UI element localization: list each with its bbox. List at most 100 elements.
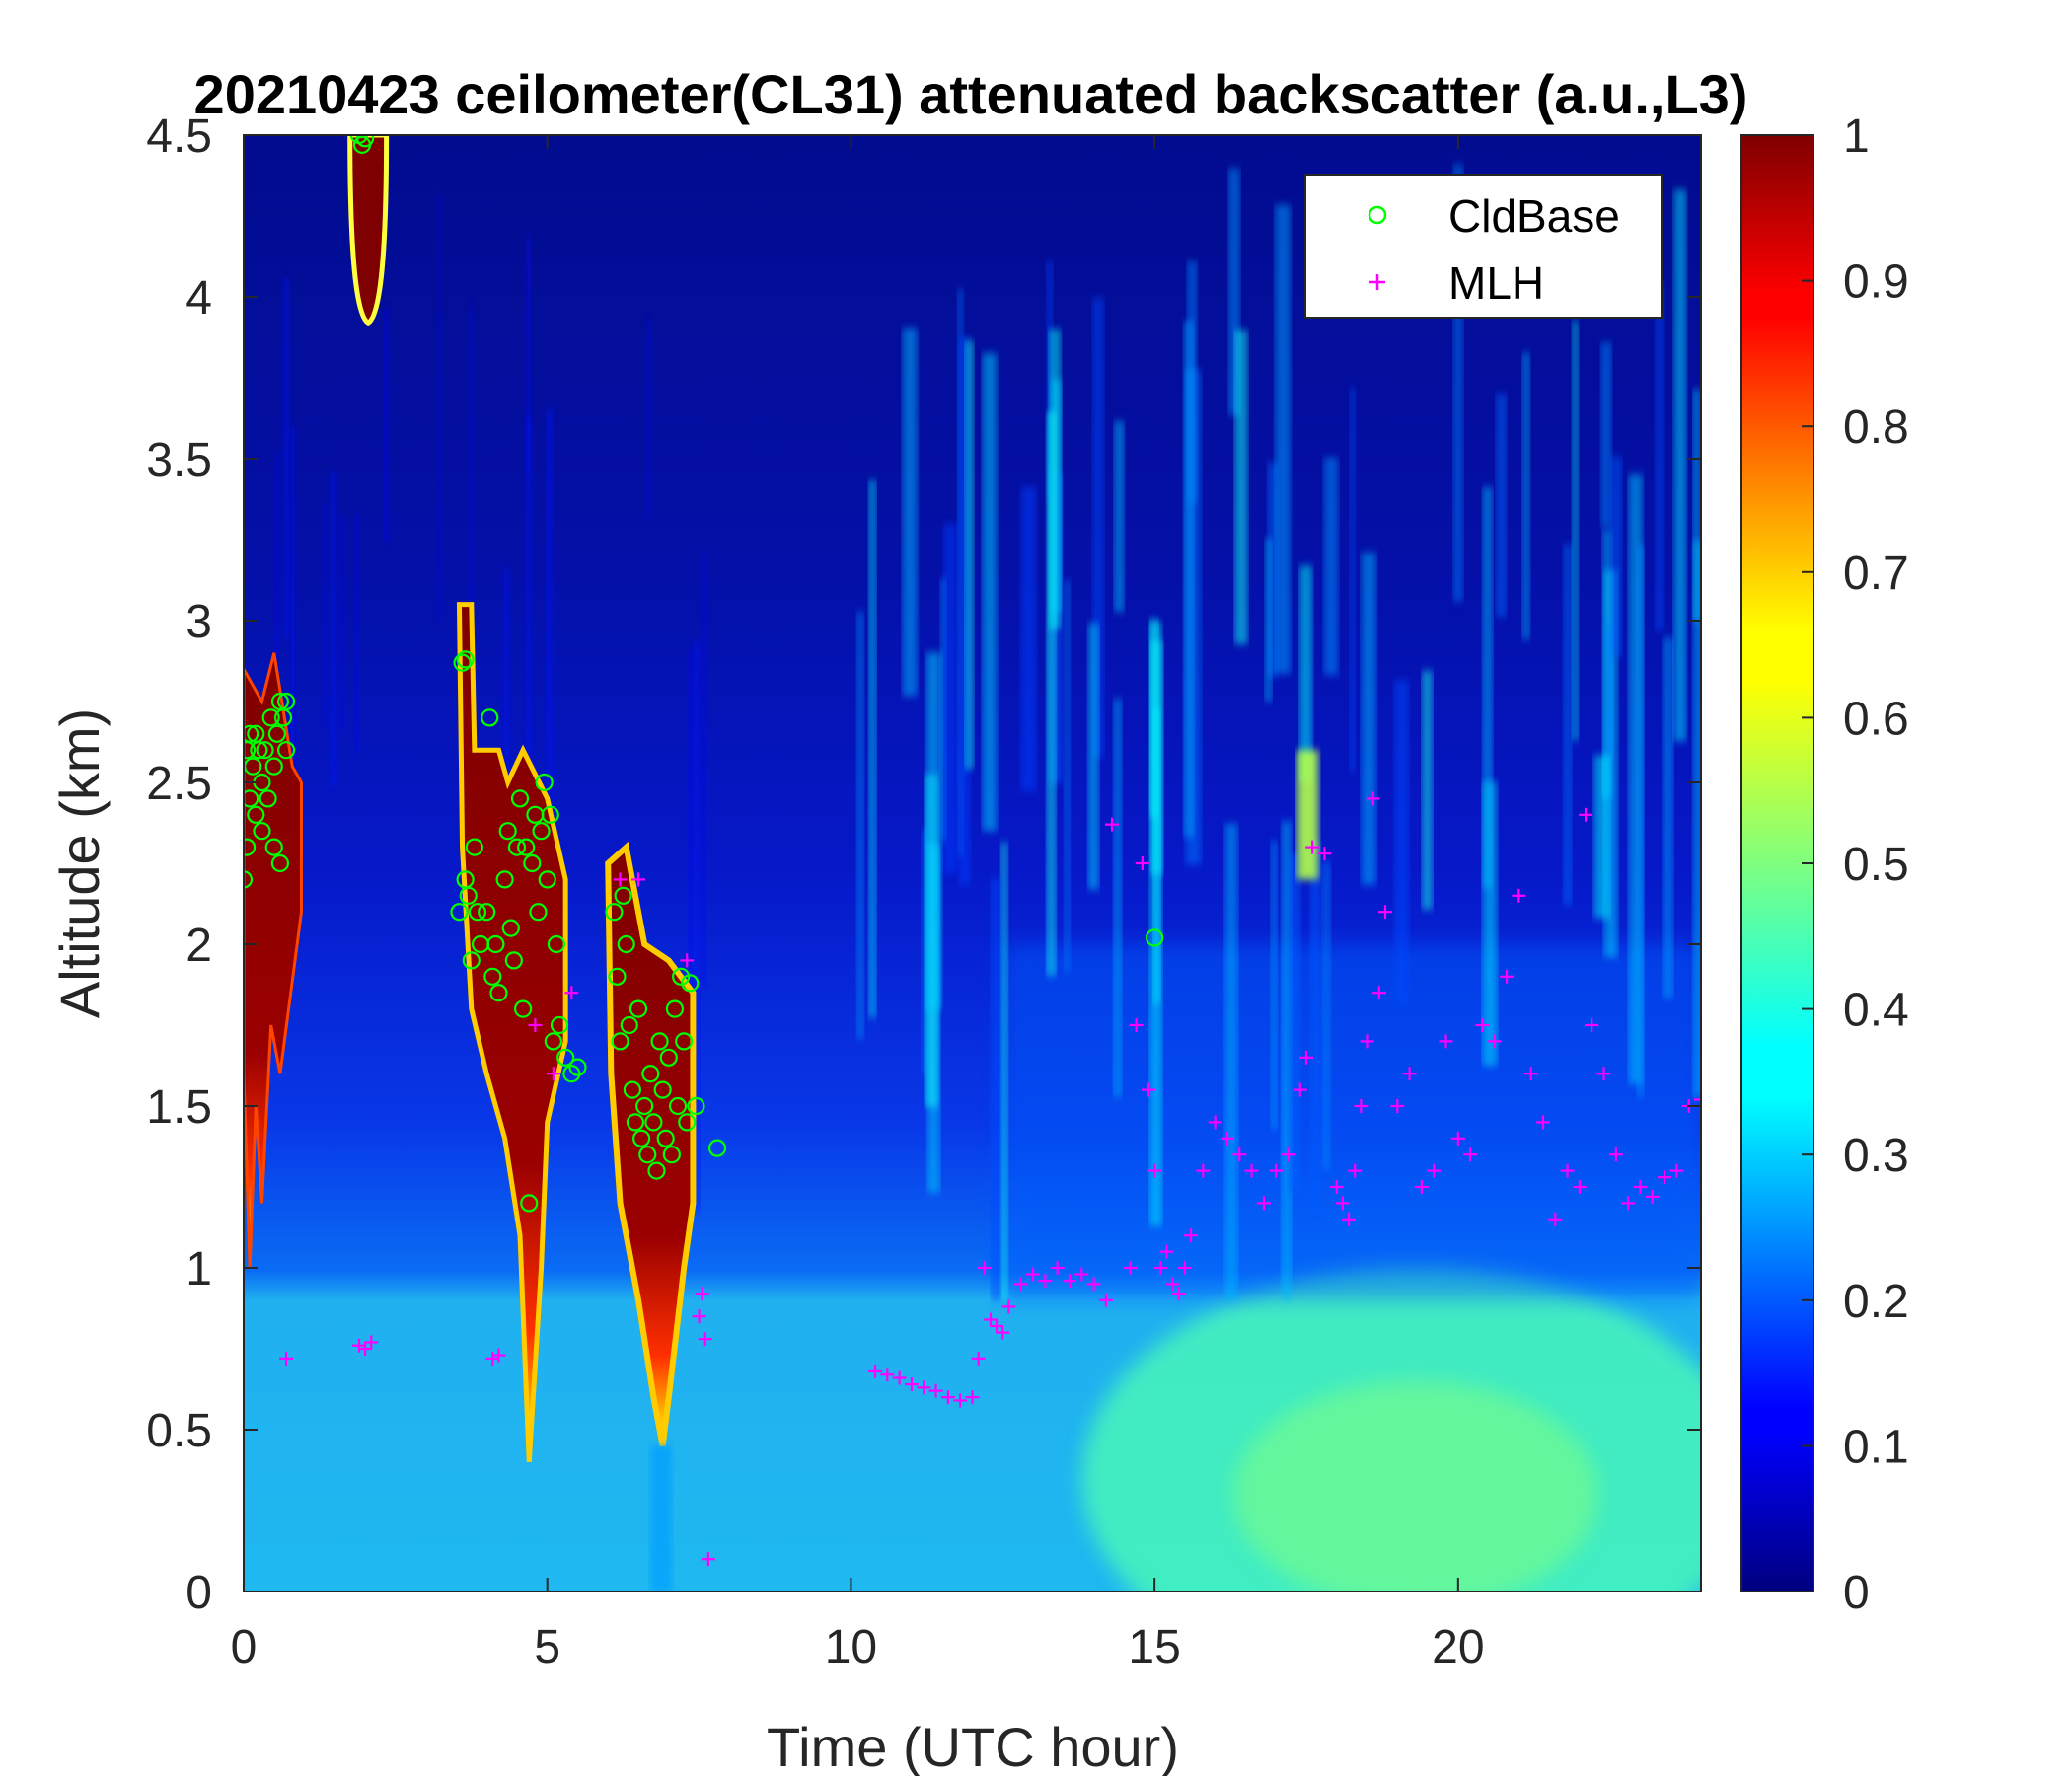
- cldbase-point: [498, 822, 517, 841]
- feature-aerosol-streak: [1349, 387, 1356, 773]
- mlh-point: [1184, 1228, 1199, 1243]
- mlh-point: [1390, 1099, 1405, 1113]
- mlh-point: [1196, 1163, 1211, 1178]
- cldbase-point: [614, 886, 632, 905]
- cldbase-point: [459, 886, 478, 905]
- mlh-point: [692, 1309, 706, 1324]
- y-tick-label: 1: [185, 1243, 212, 1295]
- mlh-point: [1669, 1163, 1684, 1178]
- cldbase-point: [264, 838, 283, 856]
- mlh-point: [1141, 1082, 1155, 1097]
- y-tick-label: 0: [185, 1567, 212, 1619]
- cldbase-point: [1146, 928, 1164, 947]
- mlh-point: [868, 1364, 883, 1378]
- mlh-point: [1105, 817, 1120, 832]
- x-tick-label: 20: [1432, 1621, 1484, 1673]
- mlh-point: [1001, 1299, 1016, 1314]
- y-tick-label: 4.5: [146, 111, 212, 163]
- colorbar-tick-label: 0.7: [1843, 548, 1909, 600]
- mlh-point: [1512, 888, 1526, 903]
- chart-title: 20210423 ceilometer(CL31) attenuated bac…: [194, 63, 1748, 125]
- feature-aerosol-streak: [525, 237, 532, 474]
- cldbase-point: [605, 903, 624, 922]
- mlh-point: [1694, 1092, 1701, 1107]
- feature-aerosol-streak: [1323, 457, 1339, 676]
- mlh-point: [680, 953, 695, 968]
- y-tick-label: 2: [185, 920, 212, 972]
- mlh-point: [940, 1390, 955, 1405]
- cldbase-point: [656, 1129, 675, 1147]
- mlh-point: [1360, 1034, 1374, 1049]
- mlh-point: [1159, 1244, 1174, 1259]
- feature-afternoon-boundary-layer-core: [1233, 1380, 1598, 1591]
- x-tick-label: 10: [825, 1621, 877, 1673]
- colorbar-tick-label: 0.6: [1843, 693, 1909, 745]
- feature-cloud-cluster-b: [456, 602, 568, 1462]
- cldbase-point: [617, 934, 635, 954]
- mlh-point: [1621, 1196, 1636, 1211]
- feature-aerosol-streak: [1322, 861, 1331, 1170]
- feature-aerosol-streak: [1288, 852, 1301, 1192]
- cldbase-point: [550, 1015, 569, 1035]
- mlh-point: [1608, 1147, 1623, 1162]
- cldbase-point: [665, 999, 685, 1018]
- feature-aerosol-streak: [925, 652, 942, 1010]
- mlh-point: [613, 872, 628, 887]
- feature-aerosol-streak: [1692, 389, 1701, 622]
- feature-aerosol-streak: [1183, 321, 1195, 838]
- cldbase-point: [450, 903, 469, 922]
- mlh-point: [1658, 1170, 1672, 1185]
- mlh-point: [1232, 1147, 1247, 1162]
- cldbase-point: [267, 724, 286, 743]
- feature-aerosol-streak: [1275, 204, 1291, 674]
- mlh-point: [491, 1348, 506, 1363]
- feature-aerosol-streak: [283, 278, 290, 639]
- cldbase-point: [678, 1113, 697, 1132]
- mlh-point: [965, 1390, 980, 1405]
- cldbase-point: [456, 650, 475, 669]
- feature-aerosol-streak: [959, 336, 971, 885]
- mlh-point: [1305, 840, 1320, 854]
- cldbase-point: [644, 1113, 663, 1132]
- mlh-point: [1535, 1115, 1550, 1130]
- y-tick-label: 1.5: [146, 1081, 212, 1134]
- mlh-point: [1366, 791, 1380, 806]
- mlh-point: [1579, 807, 1593, 822]
- feature-aerosol-streak: [330, 472, 337, 787]
- mlh-point: [1585, 1018, 1599, 1032]
- mlh-point: [1439, 1034, 1453, 1049]
- mlh-point: [892, 1370, 907, 1385]
- series-cldbase: [244, 135, 1164, 1213]
- colorbar-tick-label: 0.3: [1843, 1130, 1909, 1182]
- mlh-point: [880, 1368, 895, 1382]
- legend-label-cldbase: CldBase: [1448, 190, 1620, 242]
- cldbase-point: [504, 951, 523, 970]
- mlh-point: [1548, 1212, 1563, 1226]
- colorbar: 0 0.1 0.2 0.3 0.4 0.5 0.6 0.7 0.8 0.9 1: [1740, 111, 1909, 1619]
- mlh-point: [1147, 1163, 1162, 1178]
- cldbase-point: [523, 853, 542, 873]
- cldbase-point: [244, 789, 259, 808]
- cldbase-point: [256, 741, 274, 760]
- feature-aerosol-streak: [1020, 486, 1037, 791]
- cldbase-point: [635, 1096, 654, 1116]
- legend-marker-mlh: [1369, 274, 1385, 290]
- feature-aerosol-streak: [982, 352, 998, 832]
- x-axis-label: Time (UTC hour): [767, 1716, 1179, 1776]
- feature-aerosol-streak: [1309, 840, 1321, 1213]
- mlh-point: [1062, 1274, 1076, 1289]
- feature-aerosol-streak: [1453, 163, 1463, 602]
- cldbase-point: [478, 903, 496, 922]
- cldbase-point: [489, 984, 508, 1002]
- mlh-point: [953, 1393, 968, 1408]
- mlh-point: [1135, 856, 1149, 870]
- x-tick-label: 5: [534, 1621, 560, 1673]
- feature-aerosol-streak: [1228, 168, 1240, 416]
- cldbase-point: [244, 838, 257, 856]
- cldbase-point: [253, 822, 271, 841]
- y-tick-label: 2.5: [146, 758, 212, 810]
- cldbase-point: [244, 870, 254, 889]
- feature-aerosol-streak: [1636, 544, 1644, 1098]
- feature-aerosol-streak: [1655, 281, 1664, 631]
